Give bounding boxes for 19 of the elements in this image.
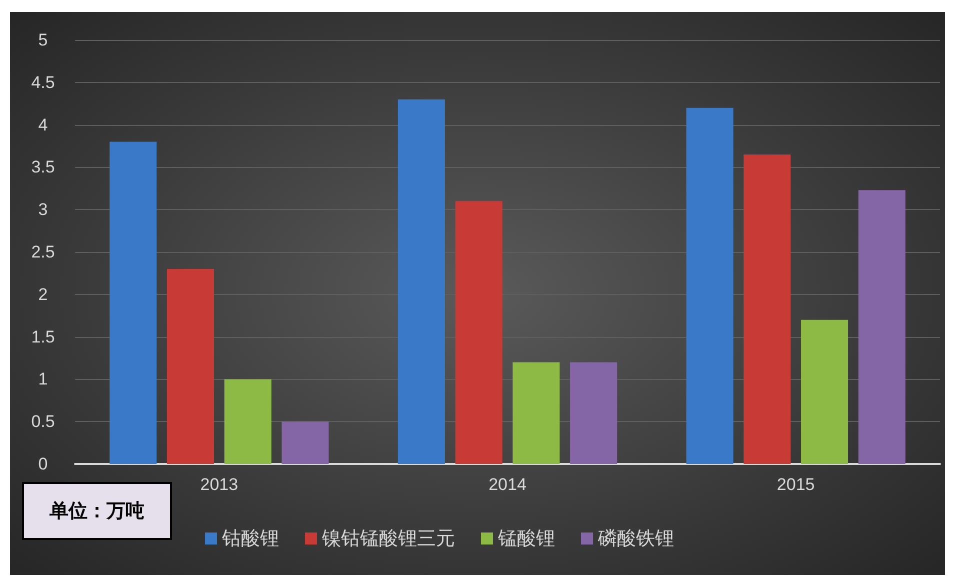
y-tick-label: 4.5 bbox=[31, 72, 55, 92]
legend-label: 镍钴锰酸锂三元 bbox=[321, 528, 455, 550]
y-tick-label: 1 bbox=[38, 370, 48, 389]
y-tick-label: 3 bbox=[38, 200, 48, 220]
y-tick-label: 3.5 bbox=[31, 158, 55, 177]
y-tick-label: 5 bbox=[38, 30, 48, 50]
x-tick-label: 2015 bbox=[776, 475, 815, 494]
y-tick-label: 0.5 bbox=[31, 412, 55, 432]
y-tick-label: 2.5 bbox=[31, 242, 55, 262]
legend-label: 磷酸铁锂 bbox=[597, 528, 674, 550]
y-tick-label: 1.5 bbox=[31, 327, 55, 346]
legend-label: 钴酸锂 bbox=[221, 528, 279, 550]
text: 单位：万吨 bbox=[22, 482, 172, 540]
x-tick-label: 2014 bbox=[488, 475, 526, 494]
y-tick-label: 4 bbox=[38, 115, 48, 134]
x-tick-label: 2013 bbox=[200, 475, 238, 494]
y-tick-label: 2 bbox=[38, 284, 48, 304]
y-tick-label: 0 bbox=[38, 454, 48, 474]
legend-label: 锰酸锂 bbox=[497, 528, 555, 550]
